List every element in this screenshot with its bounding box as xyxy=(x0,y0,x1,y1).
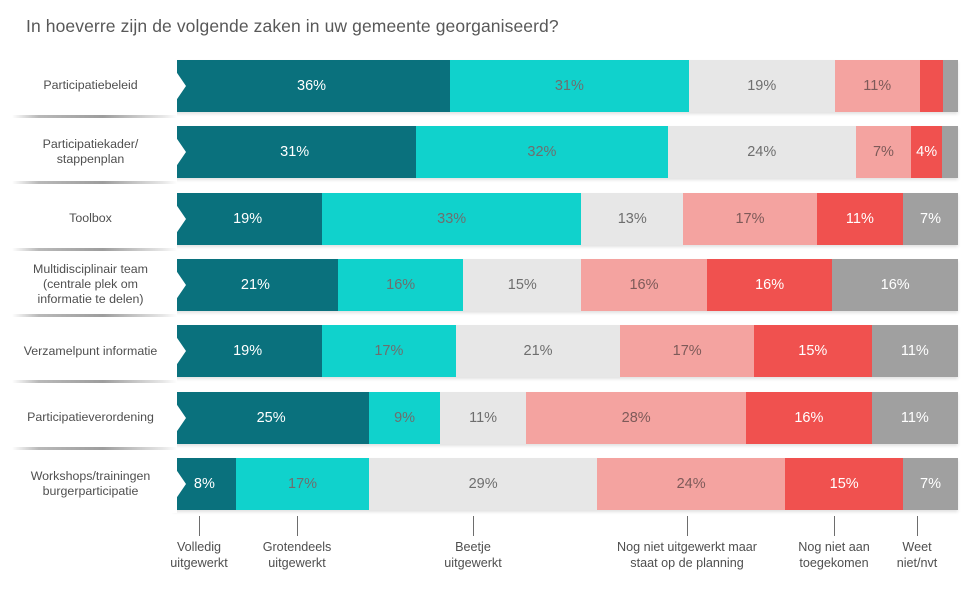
chart-row: Multidisciplinair team (centrale plek om… xyxy=(0,255,968,314)
bar-segment[interactable]: 17% xyxy=(235,457,370,510)
bar-segment[interactable]: 28% xyxy=(526,391,747,444)
bar-segment[interactable]: 13% xyxy=(581,192,684,245)
row-label-text: Participatiebeleid xyxy=(43,78,138,93)
stacked-bar: 25% 9% 11% 28% 16% 11% xyxy=(173,391,958,444)
chart-title: In hoeverre zijn de volgende zaken in uw… xyxy=(26,16,559,36)
bar-segment[interactable]: 8% xyxy=(173,457,236,510)
bar-segment[interactable]: 17% xyxy=(683,192,817,245)
axis-tick xyxy=(297,516,298,536)
bar-segment[interactable]: 21% xyxy=(455,325,621,378)
bar-segment[interactable]: 16% xyxy=(581,258,707,311)
axis-legend: Volledig uitgewerkt Grotendeels uitgewerk… xyxy=(0,516,968,601)
bar-segment[interactable]: 24% xyxy=(596,457,786,510)
stacked-bar: 19% 17% 21% 17% 15% 11% xyxy=(173,325,958,378)
bar-segment[interactable]: 7% xyxy=(855,126,911,179)
bar-segment[interactable]: 11% xyxy=(871,391,958,444)
row-separator xyxy=(12,181,177,185)
legend-label-4: Nog niet uitgewerkt maar staat op de pla… xyxy=(617,540,757,570)
stacked-bar: 36% 31% 19% 11% xyxy=(173,60,958,112)
legend-label-1: Volledig uitgewerkt xyxy=(170,540,228,570)
row-separator xyxy=(12,380,177,384)
row-label-3: Toolbox xyxy=(10,189,177,248)
bar-segment[interactable]: 7% xyxy=(903,192,958,245)
bar-segment[interactable]: 15% xyxy=(753,325,872,378)
row-label-text: Multidisciplinair team (centrale plek om… xyxy=(33,262,148,307)
bar-segment[interactable]: 36% xyxy=(173,60,451,112)
axis-tick xyxy=(473,516,474,536)
bar-segment[interactable]: 19% xyxy=(173,325,323,378)
bar-segment[interactable]: 11% xyxy=(816,192,904,245)
bar-segment[interactable]: 11% xyxy=(834,60,920,112)
legend-label-6: Weet niet/nvt xyxy=(896,540,938,570)
axis-tick xyxy=(687,516,688,536)
bar-segment[interactable]: 17% xyxy=(620,325,754,378)
chart-row: Participatiebeleid 36% 31% 19% 11% xyxy=(0,57,968,115)
row-label-6: Participatieverordening xyxy=(10,388,177,447)
bar-segment[interactable]: 31% xyxy=(173,126,417,179)
bar-segment[interactable]: 24% xyxy=(667,126,856,179)
bar-segment[interactable]: 17% xyxy=(322,325,456,378)
bar-segment[interactable]: 19% xyxy=(688,60,835,112)
stacked-bar: 8% 17% 29% 24% 15% 7% xyxy=(173,457,959,510)
row-separator xyxy=(12,247,177,251)
row-label-7: Workshops/trainingen burgerparticipatie xyxy=(10,454,177,513)
bar-segment[interactable]: 16% xyxy=(337,258,464,311)
bar-segment[interactable]: 7% xyxy=(903,457,959,510)
row-label-text: Verzamelpunt informatie xyxy=(23,343,158,358)
legend-label-5: Nog niet aan toegekomen xyxy=(798,540,870,570)
bar-segment[interactable]: 11% xyxy=(439,391,527,444)
bar-segment[interactable]: 15% xyxy=(785,457,904,510)
chart-row: Verzamelpunt informatie 19% 17% 21% 17% 15% 11… xyxy=(0,322,968,381)
row-label-2: Participatiekader/ stappenplan xyxy=(10,123,177,182)
bar-segment[interactable]: 21% xyxy=(173,258,338,311)
chart-row: Toolbox 19% 33% 13% 17% 11% 7% xyxy=(0,189,968,248)
bar-segment[interactable] xyxy=(942,60,958,112)
bar-segment[interactable]: 16% xyxy=(746,391,872,444)
row-label-text: Participatieverordening xyxy=(27,409,154,424)
stacked-bar: 31% 32% 24% 7% 4% xyxy=(173,126,959,179)
row-label-5: Verzamelpunt informatie xyxy=(10,322,177,381)
row-separator xyxy=(12,313,177,317)
bar-segment[interactable]: 16% xyxy=(706,258,833,311)
row-label-1: Participatiebeleid xyxy=(10,57,177,115)
legend-label-3: Beetje uitgewerkt xyxy=(444,540,502,570)
bar-segment[interactable]: 16% xyxy=(832,258,958,311)
axis-tick xyxy=(834,516,835,536)
bar-segment[interactable] xyxy=(942,126,959,179)
stacked-bar: 19% 33% 13% 17% 11% 7% xyxy=(173,192,958,245)
legend-label-2: Grotendeels uitgewerkt xyxy=(262,540,332,570)
plot-area: Participatiebeleid 36% 31% 19% 11% Participat… xyxy=(0,56,968,516)
stacked-bar: 21% 16% 15% 16% 16% 16% xyxy=(173,258,958,311)
row-label-text: Toolbox xyxy=(69,211,112,226)
row-label-text: Workshops/trainingen burgerparticipatie xyxy=(30,468,151,498)
bar-segment[interactable]: 29% xyxy=(369,457,597,510)
chart-row: Participatiekader/ stappenplan 31% 32% 24% 7… xyxy=(0,123,968,182)
bar-segment[interactable]: 33% xyxy=(322,192,582,245)
bar-segment[interactable] xyxy=(919,60,943,112)
chart-row: Workshops/trainingen burgerparticipatie 8… xyxy=(0,454,968,513)
chart-row: Participatieverordening 25% 9% 11% 28% 16% 11% xyxy=(0,388,968,447)
row-separator xyxy=(12,115,177,118)
row-label-text: Participatiekader/ stappenplan xyxy=(42,137,139,167)
row-label-4: Multidisciplinair team (centrale plek om… xyxy=(10,255,177,314)
bar-segment[interactable]: 25% xyxy=(173,391,370,444)
row-separator xyxy=(12,446,177,450)
bar-segment[interactable]: 32% xyxy=(416,126,668,179)
axis-tick xyxy=(917,516,918,536)
bar-segment[interactable]: 11% xyxy=(871,325,958,378)
bar-segment[interactable]: 15% xyxy=(463,258,582,311)
bar-segment[interactable]: 4% xyxy=(910,126,943,179)
bar-segment[interactable]: 31% xyxy=(450,60,689,112)
bar-segment[interactable]: 19% xyxy=(173,192,323,245)
axis-tick xyxy=(199,516,200,536)
bar-segment[interactable]: 9% xyxy=(369,391,440,444)
